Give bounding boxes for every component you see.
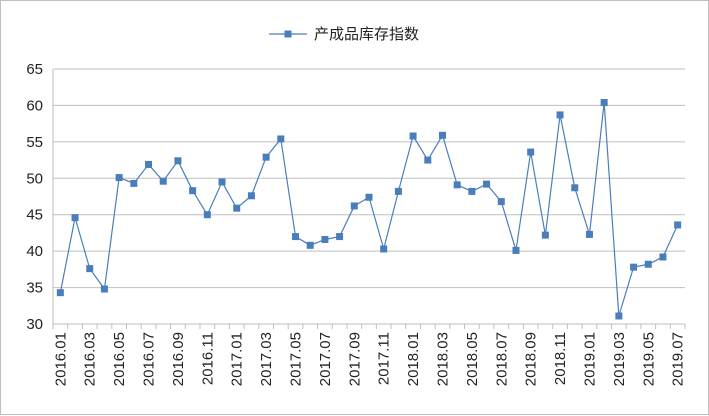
x-tick-label: 2017.05 [288, 332, 305, 386]
x-tick-label: 2018.01 [405, 332, 422, 386]
y-tick-label: 55 [26, 134, 43, 151]
y-tick-label: 35 [26, 280, 43, 297]
x-tick-label: 2017.07 [317, 332, 334, 386]
data-point [438, 131, 446, 139]
data-point [615, 312, 623, 320]
legend: 产成品库存指数 [269, 25, 419, 43]
x-tick-label: 2018.05 [464, 332, 481, 386]
y-tick-label: 40 [26, 243, 43, 260]
axes: 30 35 40 45 50 55 60 65 2016.01 2016.03 2016.05 201… [26, 61, 686, 386]
data-point [659, 253, 667, 261]
x-tick-label: 2016.05 [111, 332, 128, 386]
x-tick-label: 2019.07 [670, 332, 687, 386]
x-tick-label: 2018.09 [523, 332, 540, 386]
data-point [306, 241, 314, 249]
y-tick-label: 30 [26, 316, 43, 333]
data-point [71, 214, 79, 222]
x-tick-label: 2018.11 [552, 332, 569, 385]
data-point [277, 135, 285, 143]
x-tick-label: 2018.07 [493, 332, 510, 386]
x-tick-label: 2016.03 [82, 332, 99, 386]
x-tick-label: 2017.01 [229, 332, 246, 386]
data-point [394, 187, 402, 195]
data-point [100, 285, 108, 293]
x-tick-label: 2018.03 [434, 332, 451, 386]
data-point [674, 221, 682, 229]
y-tick-label: 60 [26, 97, 43, 114]
data-point [409, 132, 417, 140]
data-point [571, 184, 579, 192]
data-point [145, 160, 153, 168]
data-point [130, 179, 138, 187]
data-point [365, 193, 373, 201]
data-point [233, 204, 241, 212]
x-tick-label: 2016.07 [141, 332, 158, 386]
data-point [380, 245, 388, 253]
data-point [512, 246, 520, 254]
data-point [174, 157, 182, 165]
y-tick-label: 65 [26, 61, 43, 78]
data-point [497, 198, 505, 206]
y-tick-label: 50 [26, 170, 43, 187]
data-point [203, 211, 211, 219]
x-tick-label: 2016.11 [199, 332, 216, 385]
data-point [644, 260, 652, 268]
data-point [159, 177, 167, 185]
data-point [424, 156, 432, 164]
x-tick-label: 2019.05 [640, 332, 657, 386]
data-point [218, 178, 226, 186]
data-point [350, 202, 358, 210]
data-point [468, 187, 476, 195]
data-point [527, 148, 535, 156]
data-point [292, 233, 300, 241]
x-tick-label: 2016.01 [52, 332, 69, 386]
data-point [556, 111, 564, 119]
data-point [453, 181, 461, 189]
data-point [336, 233, 344, 241]
legend-label: 产成品库存指数 [314, 25, 419, 43]
data-point [189, 187, 197, 195]
series-line [59, 102, 679, 317]
series-layer [56, 99, 682, 320]
data-point [262, 153, 270, 161]
x-tick-label: 2016.09 [170, 332, 187, 386]
x-tick-label: 2017.03 [258, 332, 275, 386]
data-point [630, 263, 638, 271]
y-tick-label: 45 [26, 207, 43, 224]
data-point [600, 99, 608, 107]
data-point [247, 192, 255, 200]
data-point [321, 235, 329, 243]
data-point [86, 265, 94, 273]
x-tick-label: 2019.01 [581, 332, 598, 386]
x-tick-label: 2019.03 [611, 332, 628, 386]
data-point [56, 289, 64, 297]
data-point [585, 230, 593, 238]
x-tick-label: 2017.11 [376, 332, 393, 385]
legend-marker-swatch [284, 30, 292, 38]
x-tick-label: 2017.09 [346, 332, 363, 386]
data-point [115, 174, 123, 182]
data-point [483, 180, 491, 188]
data-point [541, 231, 549, 239]
gridlines [53, 68, 685, 325]
